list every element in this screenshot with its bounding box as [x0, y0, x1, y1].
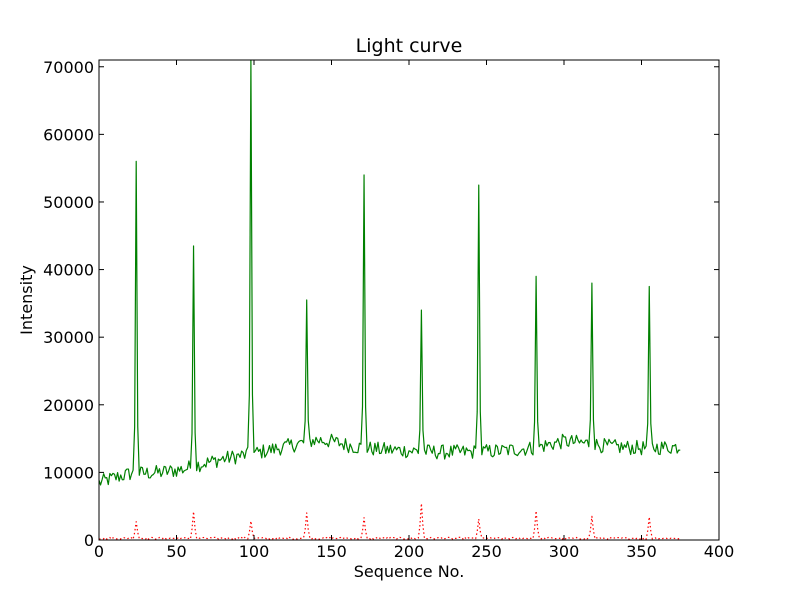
ticks-layer: 0 50 100 150 200 250 300 350 400 0 10000 20000 30000…	[43, 58, 734, 561]
x-tick-label: 100	[239, 542, 270, 561]
y-tick-label: 0	[84, 531, 94, 550]
x-tick-label: 250	[471, 542, 502, 561]
y-axis-label: Intensity	[17, 265, 36, 335]
x-tick-label: 300	[549, 542, 580, 561]
x-tick-label: 50	[166, 542, 186, 561]
y-tick-label: 30000	[43, 328, 94, 347]
series-layer	[99, 60, 681, 540]
x-tick-label: 400	[704, 542, 735, 561]
y-tick-label: 40000	[43, 261, 94, 280]
x-tick-label: 150	[316, 542, 347, 561]
x-axis-label: Sequence No.	[354, 562, 465, 581]
y-tick-label: 10000	[43, 463, 94, 482]
y-tick-label: 20000	[43, 396, 94, 415]
x-tick-label: 0	[94, 542, 104, 561]
chart-title: Light curve	[356, 35, 463, 57]
y-tick-label: 50000	[43, 193, 94, 212]
x-tick-label: 350	[626, 542, 657, 561]
x-tick-label: 200	[394, 542, 425, 561]
red-dotted-series-line	[99, 502, 681, 540]
green-intensity-series-line	[99, 60, 681, 486]
y-tick-label: 60000	[43, 125, 94, 144]
y-tick-label: 70000	[43, 58, 94, 77]
